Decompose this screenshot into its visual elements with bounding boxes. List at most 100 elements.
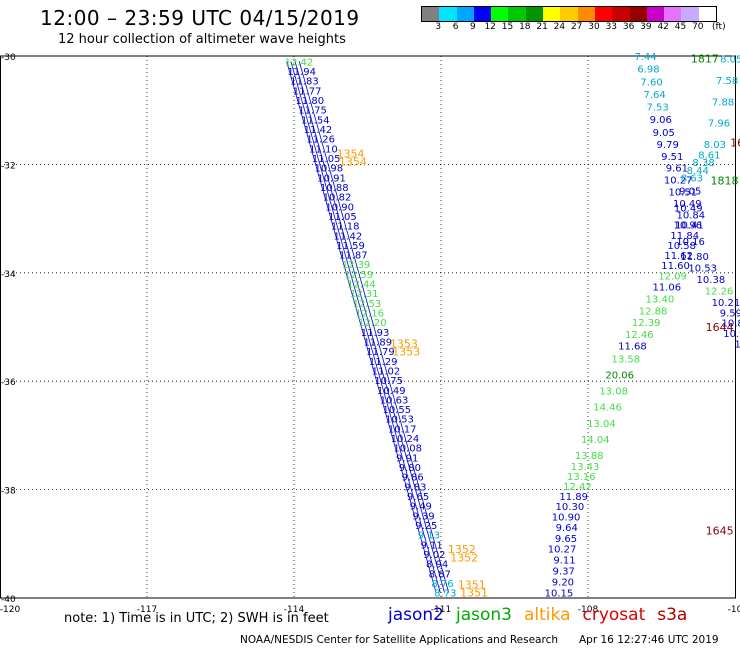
scale-swatch <box>439 7 457 21</box>
lat-tick-label: -40 <box>1 595 16 605</box>
wave-height-label: 7.64 <box>643 90 665 101</box>
wave-height-label: 9.80 <box>399 463 421 474</box>
wave-height-label: 10.51 <box>668 187 697 198</box>
wave-height-label: 7.53 <box>647 103 669 114</box>
wave-height-label: 10.08 <box>393 444 422 455</box>
wave-height-label: 11.80 <box>296 96 325 107</box>
pass-time-label: 1351 <box>458 578 486 591</box>
scale-swatch <box>698 7 717 21</box>
scale-tick-label: 3 <box>435 22 442 32</box>
wave-height-label: 11.06 <box>652 283 681 294</box>
scale-swatch <box>594 7 613 21</box>
timestamp-text: Apr 16 12:27:46 UTC 2019 <box>579 634 719 646</box>
wave-height-label: 7.96 <box>708 119 730 130</box>
lat-tick-label: -38 <box>1 487 16 497</box>
wave-height-label: 10.17 <box>388 424 417 435</box>
lon-tick-label: -108 <box>578 605 599 615</box>
wave-height-label: 8.05 <box>720 55 740 66</box>
wave-height-label: 8.73 <box>434 589 456 600</box>
wave-height-label: 11.29 <box>369 357 398 368</box>
wave-height-label: 11.89 <box>559 492 588 503</box>
legend-item-altika: altika <box>524 605 571 625</box>
legend-item-jason3: jason3 <box>456 605 512 625</box>
pass-time-label: 1354 <box>339 156 367 169</box>
pass-time-label: 1351 <box>460 587 488 600</box>
wave-height-label: 10.88 <box>320 183 349 194</box>
wave-height-label: 11.10 <box>309 144 338 155</box>
wave-height-label: 12.09 <box>658 271 687 282</box>
pass-time-label: 1352 <box>450 551 478 564</box>
scale-tick-label: 12 <box>484 22 496 32</box>
scale-swatch <box>560 7 578 21</box>
wave-height-label: 12.46 <box>625 330 654 341</box>
wave-height-label: 12.44 <box>347 280 376 291</box>
scale-tick-label: 15 <box>501 22 514 32</box>
wave-height-label: 10.21 <box>712 298 740 309</box>
wave-height-label: 11.77 <box>293 86 322 97</box>
wave-height-label: 8.63 <box>681 174 703 185</box>
pass-time-label: 1818 <box>711 175 739 188</box>
wave-height-label: 14.46 <box>593 403 622 414</box>
wave-height-label: 7.58 <box>716 76 738 87</box>
wave-height-label: 12.42 <box>563 482 592 493</box>
scale-swatch <box>681 7 699 21</box>
wave-height-label: 10.82 <box>323 193 352 204</box>
wave-height-label: 9.05 <box>679 187 701 198</box>
scale-tick-label: 36 <box>622 22 635 32</box>
wave-height-label: 11.59 <box>336 241 365 252</box>
wave-height-label: 10.98 <box>315 164 344 175</box>
wave-height-label: 11.68 <box>618 342 647 353</box>
wave-height-label: 12.88 <box>639 306 668 317</box>
pass-time-label: 1353 <box>392 345 420 358</box>
wave-height-label: 11.80 <box>680 252 709 263</box>
wave-height-label: 9.51 <box>661 152 683 163</box>
wave-height-label: 13.40 <box>646 294 675 305</box>
lat-tick-label: -36 <box>1 378 16 388</box>
wave-height-label: 10.55 <box>382 405 411 416</box>
lat-tick-label: -30 <box>1 53 16 63</box>
wave-height-label: 9.49 <box>410 502 432 513</box>
wave-height-label: 10.53 <box>385 415 414 426</box>
ground-track-line <box>290 61 441 593</box>
pass-time-label: 1644 <box>706 321 734 334</box>
wave-height-label: 10.49 <box>377 386 406 397</box>
wave-height-label: 11.75 <box>298 106 327 117</box>
wave-height-label: 11.54 <box>301 115 330 126</box>
wave-height-label: 9.59 <box>720 308 740 319</box>
wave-height-label: 7.88 <box>712 97 734 108</box>
wave-height-label: 8.61 <box>698 150 720 161</box>
scale-tick-label: 21 <box>536 22 548 32</box>
credit-text: NOAA/NESDIS Center for Satellite Applica… <box>240 634 558 646</box>
scale-tick-label: 27 <box>570 22 583 32</box>
wave-height-label: 13.08 <box>599 387 628 398</box>
wave-height-label: 12.31 <box>350 289 379 300</box>
ground-track-line <box>298 61 450 593</box>
scale-tick-label: 42 <box>657 22 669 32</box>
scale-tick-label: 24 <box>553 22 566 32</box>
wave-height-label: 10 <box>735 339 740 350</box>
wave-height-label: 8.44 <box>687 166 709 177</box>
wave-height-label: 10.24 <box>391 434 420 445</box>
lon-tick-label: -10 <box>728 605 740 615</box>
wave-height-label: 10.9 <box>723 329 740 340</box>
legend-item-jason2: jason2 <box>388 605 444 625</box>
wave-height-label: 11.87 <box>339 251 368 262</box>
scale-tick-label: 18 <box>519 22 531 32</box>
scale-swatch <box>629 7 647 21</box>
wave-height-label: 9.37 <box>553 567 575 578</box>
wave-height-label: 8.76 <box>431 579 453 590</box>
wave-height-label: 7.60 <box>640 77 662 88</box>
wave-height-label: 9.11 <box>421 540 443 551</box>
wave-height-label: 10.38 <box>697 275 726 286</box>
wave-height-label: 9.79 <box>657 140 679 151</box>
wave-height-label: 8.87 <box>429 569 451 580</box>
wave-height-label: 9.64 <box>556 523 578 534</box>
wave-height-label: 11.02 <box>372 366 401 377</box>
wave-height-label: 10.27 <box>664 175 693 186</box>
lat-tick-label: -32 <box>1 161 16 171</box>
pass-time-label: 1645 <box>706 524 734 537</box>
pass-time-label: 1354 <box>337 148 365 161</box>
wave-height-label: 20.06 <box>605 371 634 382</box>
wave-height-label: 12.39 <box>342 260 371 271</box>
